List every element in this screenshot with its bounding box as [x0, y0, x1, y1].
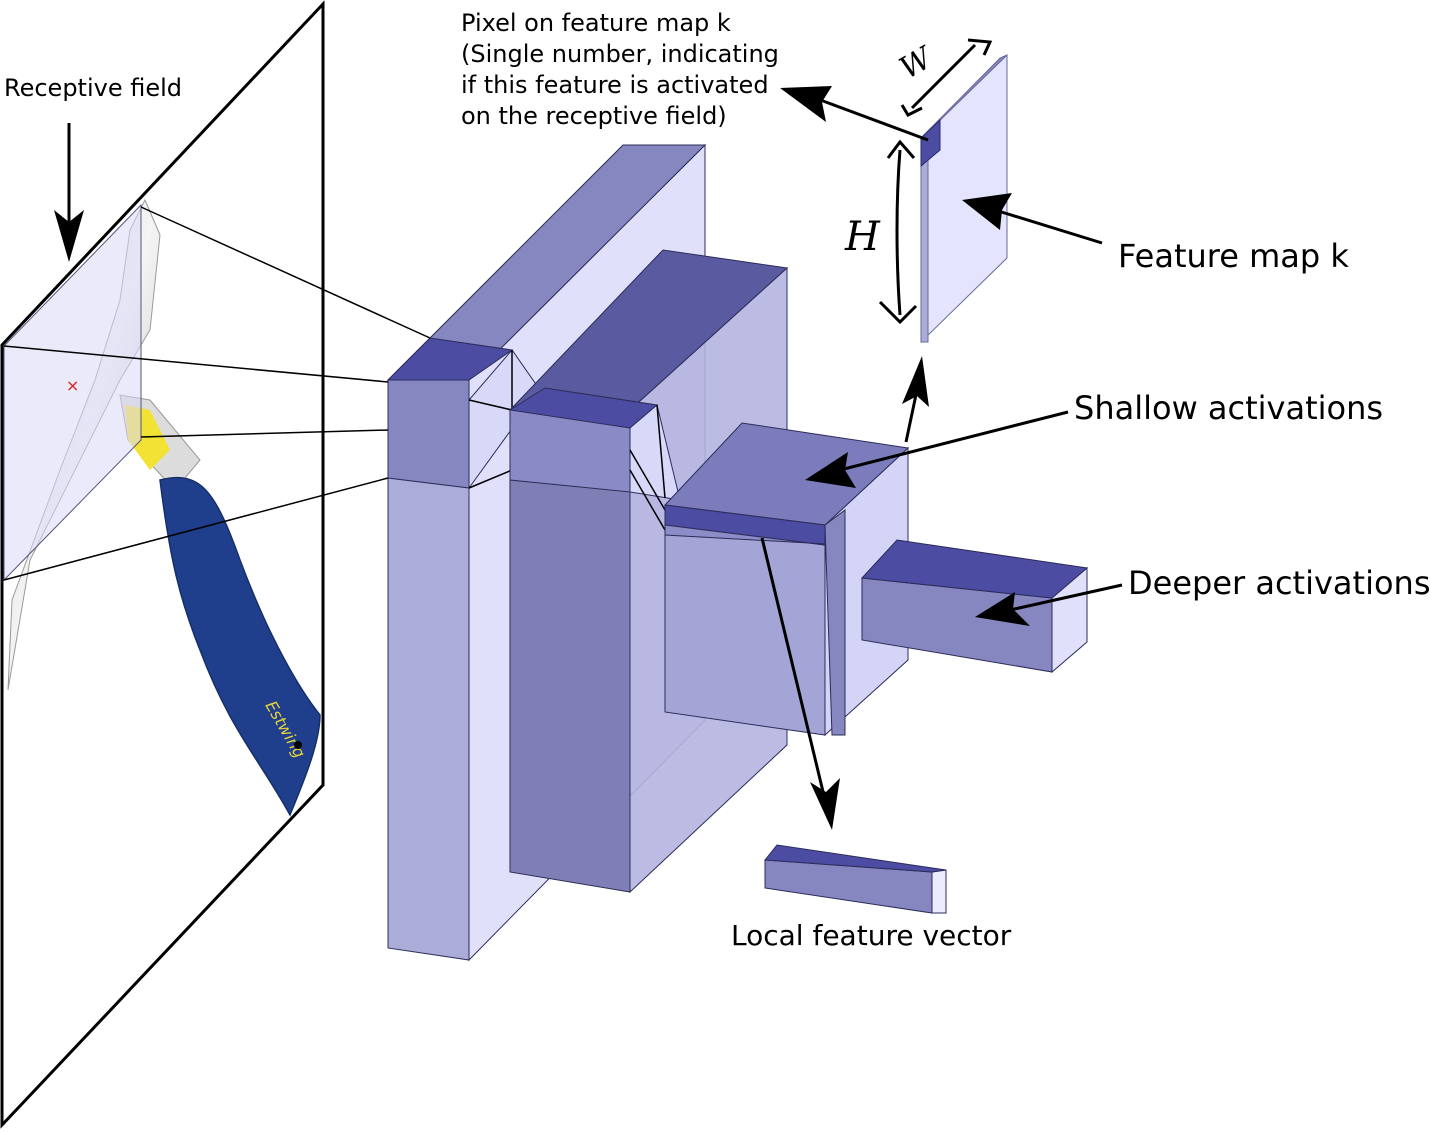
receptive-field-arrow-head: [54, 210, 84, 262]
conv-block-2: [508, 249, 789, 894]
proj-line-4: [3, 477, 389, 581]
block3-slice: [824, 509, 846, 736]
pyramid-edge-3: [468, 469, 513, 489]
height-symbol: H: [844, 214, 881, 260]
pixel-arrow-line: [814, 96, 929, 142]
up-arrow-head: [902, 356, 929, 407]
block2-pyramid-edge-1: [656, 404, 666, 499]
pixel-label-line-4: on the receptive field): [461, 102, 727, 130]
shallow-arrow-line: [839, 410, 1069, 472]
deeper-arrow-line: [1009, 583, 1123, 612]
block2-pyramid-edge-3: [629, 469, 666, 531]
local-feature-vector-label: Local feature vector: [731, 919, 1012, 952]
shallow-arrow-head: [805, 452, 856, 488]
pixel-label-line-2: (Single number, indicating: [461, 40, 779, 68]
height-arrow-line: [895, 149, 902, 316]
feature-map-k: [920, 53, 1008, 344]
proj-line-3: [140, 429, 389, 438]
width-arrow-line: [910, 43, 977, 110]
deeper-activations-label: Deeper activations: [1128, 564, 1430, 602]
pixel-description: Pixel on feature map k (Single number, i…: [461, 9, 779, 130]
width-symbol: W: [894, 40, 940, 87]
deeper-arrow-head: [975, 592, 1030, 626]
vector-arrow-line: [760, 537, 827, 801]
feature-map-pixel: [920, 118, 941, 168]
hammer-handle: [159, 476, 321, 817]
shallow-activations-label: Shallow activations: [1074, 389, 1383, 427]
width-arrow-head-1: [900, 104, 923, 117]
input-image: Estwing ×: [0, 0, 325, 1129]
block1-front-upper: [387, 379, 470, 489]
feature-map-arrow-head: [962, 193, 1012, 230]
pixel-arrow-head: [780, 86, 832, 122]
vector-arrow-head: [810, 778, 840, 830]
feature-map-label: Feature map k: [1118, 237, 1349, 275]
proj-line-2: [3, 345, 389, 383]
height-arrow-head-2: [878, 300, 918, 325]
pixel-label-line-3: if this feature is activated: [461, 71, 769, 99]
conv-block-3: [663, 422, 910, 737]
feature-map-arrow-line: [994, 208, 1103, 245]
height-arrow-head-1: [886, 139, 916, 159]
width-arrow-head-2: [967, 38, 993, 56]
image-frame: [0, 0, 325, 1129]
receptive-field-plane: [3, 203, 142, 582]
up-arrow-line: [904, 389, 919, 443]
block2-pyramid-edge-2: [629, 449, 666, 511]
proj-line-1: [140, 206, 431, 339]
local-feature-vector-block: [764, 844, 947, 914]
pixel-label-line-1: Pixel on feature map k: [461, 9, 731, 37]
handle-hole: [294, 741, 302, 749]
vector-top: [764, 844, 947, 873]
receptive-field-label: Receptive field: [4, 74, 182, 102]
receptive-center-marker: ×: [66, 376, 79, 395]
deeper-top: [860, 539, 1089, 599]
pyramid-edge-2: [468, 399, 513, 411]
vector-side: [931, 869, 947, 914]
